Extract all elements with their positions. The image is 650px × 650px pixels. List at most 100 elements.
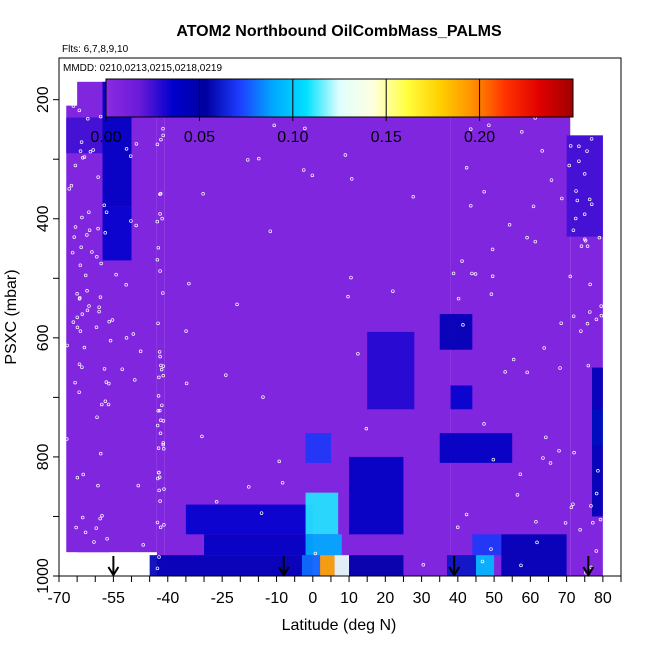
measurement-marker xyxy=(591,521,595,525)
measurement-marker xyxy=(85,233,89,237)
measurement-marker xyxy=(579,329,583,333)
measurement-marker xyxy=(455,525,460,530)
x-tick-label: -25 xyxy=(211,590,234,607)
measurement-marker xyxy=(156,245,161,250)
heatmap-cell xyxy=(450,385,473,410)
heatmap-cell xyxy=(102,206,132,261)
measurement-marker xyxy=(470,271,474,276)
measurement-marker xyxy=(91,148,95,152)
x-tick-label: -70 xyxy=(47,590,70,607)
measurement-marker xyxy=(159,418,163,423)
measurement-marker xyxy=(491,457,496,462)
measurement-marker xyxy=(158,191,163,196)
measurement-marker xyxy=(95,255,99,259)
measurement-marker xyxy=(87,210,91,214)
measurement-marker xyxy=(277,459,281,464)
measurement-marker xyxy=(159,367,164,372)
measurement-marker xyxy=(533,239,538,244)
measurement-marker xyxy=(246,158,250,162)
measurement-marker xyxy=(272,123,276,128)
measurement-marker xyxy=(156,446,161,450)
measurement-marker xyxy=(71,104,76,108)
measurement-marker xyxy=(161,441,166,445)
measurement-marker xyxy=(114,272,118,277)
x-axis-label: Latitude (deg N) xyxy=(282,617,397,634)
measurement-marker xyxy=(158,525,163,530)
measurement-marker xyxy=(579,244,584,248)
heatmap-cell xyxy=(185,504,313,535)
measurement-marker xyxy=(161,133,165,138)
measurement-marker xyxy=(134,223,138,228)
measurement-markers xyxy=(65,87,604,576)
measurement-marker xyxy=(74,525,78,530)
measurement-marker xyxy=(577,144,581,149)
measurement-marker xyxy=(71,320,76,324)
heatmap-cell xyxy=(334,555,350,576)
measurement-marker xyxy=(411,195,415,199)
measurement-marker xyxy=(98,114,103,119)
measurement-marker xyxy=(573,216,578,221)
measurement-marker xyxy=(158,269,162,273)
measurement-marker xyxy=(162,523,166,527)
y-tick-label: 800 xyxy=(35,443,52,470)
measurement-marker xyxy=(469,127,473,131)
measurement-marker xyxy=(78,263,83,268)
measurement-marker xyxy=(200,434,204,439)
colorbar-tick-label: 0.10 xyxy=(277,129,308,146)
colorbar-tick-label: 0.15 xyxy=(371,129,402,146)
measurement-marker xyxy=(589,137,594,141)
measurement-marker xyxy=(598,517,603,522)
heatmap-cell xyxy=(301,555,321,576)
measurement-marker xyxy=(464,166,469,170)
measurement-marker xyxy=(157,375,161,380)
measurement-marker xyxy=(157,350,162,354)
measurement-marker xyxy=(87,304,91,308)
measurement-marker xyxy=(520,130,524,134)
measurement-marker xyxy=(158,192,162,197)
measurement-marker xyxy=(589,202,594,206)
measurement-marker xyxy=(100,402,104,407)
measurement-marker xyxy=(558,366,562,370)
heatmap-cell xyxy=(439,433,513,463)
measurement-marker xyxy=(83,530,88,535)
measurement-marker xyxy=(86,117,90,121)
measurement-marker xyxy=(544,435,548,440)
measurement-marker xyxy=(158,431,163,436)
measurement-marker xyxy=(73,225,78,229)
measurement-marker xyxy=(596,469,600,473)
measurement-marker xyxy=(257,156,261,161)
measurement-marker xyxy=(569,505,574,510)
measurement-marker xyxy=(73,163,78,168)
colorbar-gradient xyxy=(105,78,574,118)
measurement-marker xyxy=(77,390,81,394)
measurement-marker xyxy=(391,289,395,293)
measurement-marker xyxy=(73,380,77,385)
measurement-marker xyxy=(80,215,84,220)
measurement-marker xyxy=(124,336,129,340)
measurement-marker xyxy=(261,395,265,399)
measurement-marker xyxy=(129,219,133,223)
measurement-marker xyxy=(155,219,160,224)
measurement-marker xyxy=(301,168,306,172)
measurement-marker xyxy=(75,315,80,320)
measurement-marker xyxy=(155,520,160,525)
flight-arrow-head xyxy=(582,566,595,577)
measurement-marker xyxy=(158,408,162,413)
measurement-marker xyxy=(158,499,162,503)
measurement-marker xyxy=(563,521,568,525)
measurement-marker xyxy=(77,362,82,366)
y-tick-label: 400 xyxy=(35,205,52,232)
x-tick-label: -10 xyxy=(265,590,288,607)
measurement-marker xyxy=(161,447,166,451)
measurement-marker xyxy=(133,378,137,382)
measurement-marker xyxy=(65,437,69,441)
measurement-marker xyxy=(568,274,573,279)
measurement-marker xyxy=(160,216,164,221)
measurement-marker xyxy=(594,491,599,496)
measurement-marker xyxy=(97,309,101,314)
measurement-marker xyxy=(540,149,544,153)
measurement-marker xyxy=(460,259,464,263)
measurement-marker xyxy=(156,470,161,475)
measurement-marker xyxy=(525,370,529,375)
